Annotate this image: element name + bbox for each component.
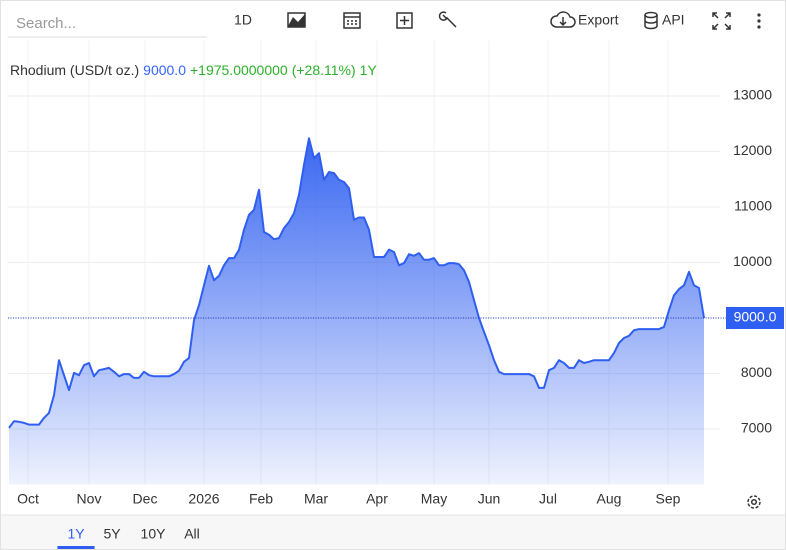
calendar-button[interactable] — [343, 12, 361, 29]
icon — [747, 495, 761, 509]
chart-type-button[interactable] — [287, 12, 306, 28]
range-bar — [1, 515, 785, 549]
icon — [750, 498, 758, 506]
add-button[interactable] — [396, 12, 413, 29]
x-tick-label: Jun — [478, 491, 501, 507]
x-tick-label: Mar — [304, 491, 328, 507]
icon — [757, 19, 761, 23]
api-label: API — [662, 12, 685, 28]
icon — [757, 13, 761, 17]
y-tick-label: 10000 — [733, 253, 772, 269]
export-button[interactable]: Export — [550, 11, 619, 28]
plot — [8, 137, 726, 485]
y-tick-label: 8000 — [741, 364, 772, 380]
range-button[interactable]: 5Y — [103, 526, 121, 542]
chart-title: Rhodium (USD/t oz.) — [10, 62, 139, 78]
icon — [347, 20, 357, 25]
range-selected-underline — [57, 546, 95, 549]
x-tick-label: Aug — [597, 491, 622, 507]
icon — [343, 12, 361, 29]
icon — [400, 16, 409, 25]
x-tick-label: 2026 — [188, 491, 219, 507]
x-tick-label: Apr — [366, 491, 388, 507]
x-tick-label: Feb — [249, 491, 273, 507]
x-tick-label: Jul — [539, 491, 557, 507]
range-button[interactable]: 1Y — [67, 526, 85, 542]
x-tick-label: Sep — [656, 491, 681, 507]
x-tick-label: Nov — [77, 491, 102, 507]
settings-button[interactable] — [747, 495, 761, 509]
x-tick-label: Dec — [133, 491, 158, 507]
icon — [288, 14, 305, 27]
icon — [438, 11, 457, 28]
line — [8, 137, 705, 429]
search-input[interactable]: Search... — [16, 15, 76, 32]
range-button[interactable]: All — [184, 526, 200, 542]
icon — [757, 25, 761, 29]
period: 1Y — [360, 62, 378, 78]
api-button[interactable]: API — [644, 12, 685, 30]
chart-header: Rhodium (USD/t oz.) 9000.0 +1975.0000000 (+… — [10, 62, 377, 78]
icon — [644, 15, 658, 30]
last-price-label: 9000.0 — [734, 309, 777, 325]
area — [9, 138, 704, 485]
fullscreen-button[interactable] — [712, 12, 731, 30]
change: +1975.0000000 — [190, 62, 288, 78]
tools-button[interactable] — [438, 11, 457, 28]
icon — [559, 17, 567, 27]
y-tick-label: 7000 — [741, 420, 772, 436]
icon — [396, 12, 413, 29]
range-button[interactable]: 10Y — [141, 526, 167, 542]
y-tick-label: 11000 — [734, 198, 772, 214]
range-buttons: 1Y 5Y 10Y All — [57, 526, 200, 549]
y-tick-label: 12000 — [733, 142, 772, 158]
last-price: 9000.0 — [143, 62, 186, 78]
export-label: Export — [578, 12, 619, 28]
menu-button[interactable] — [757, 13, 761, 29]
last-price-tag — [726, 307, 784, 329]
x-tick-label: May — [421, 491, 447, 507]
interval-button[interactable]: 1D — [234, 12, 252, 28]
icon — [550, 11, 576, 28]
y-tick-label: 13000 — [733, 87, 772, 103]
change-percent: (+28.11%) — [292, 62, 356, 78]
x-tick-label: Oct — [17, 491, 39, 507]
